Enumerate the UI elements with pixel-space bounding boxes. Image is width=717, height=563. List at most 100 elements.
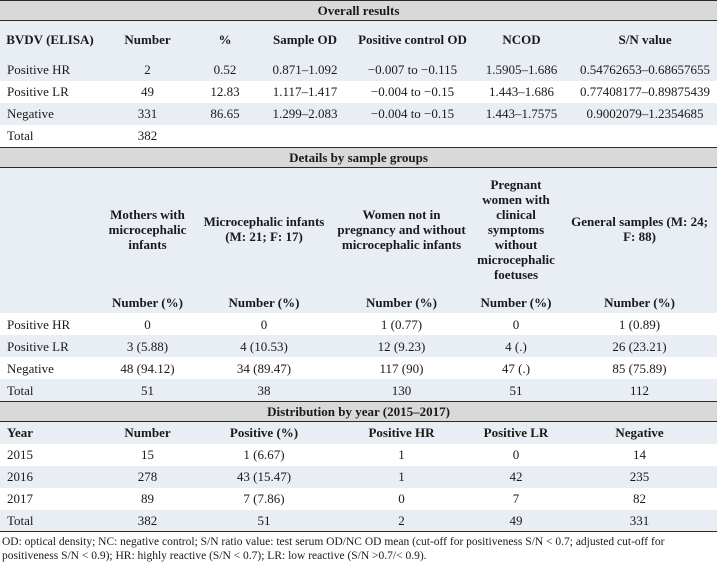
table-cell: 0 bbox=[333, 487, 470, 510]
years-header-cell: Number bbox=[100, 421, 195, 444]
table-row: 2015 15 1 (6.67) 1 0 14 bbox=[0, 443, 717, 466]
table-row: Positive HR 0 0 1 (0.77) 0 1 (0.89) bbox=[0, 313, 717, 335]
groups-subheader-cell: Number (%) bbox=[100, 291, 195, 313]
overall-header-cell: Sample OD bbox=[255, 20, 355, 59]
table-cell: 51 bbox=[470, 379, 562, 401]
table-cell: 235 bbox=[562, 465, 717, 488]
groups-subheader-row: Number (%) Number (%) Number (%) Number … bbox=[0, 291, 717, 313]
overall-header-cell: S/N value bbox=[573, 20, 717, 59]
table-cell bbox=[255, 124, 355, 147]
table-cell: 1.299–2.083 bbox=[255, 102, 355, 125]
groups-subheader-cell: Number (%) bbox=[470, 291, 562, 313]
groups-header-cell: Microcephalic infants (M: 21; F: 17) bbox=[195, 167, 333, 291]
sample-groups-table: Details by sample groups Mothers with mi… bbox=[0, 146, 717, 401]
table-row: Positive LR 49 12.83 1.117–1.417 −0.004 … bbox=[0, 80, 717, 103]
table-cell: 48 (94.12) bbox=[100, 357, 195, 379]
years-header-cell: Year bbox=[0, 421, 100, 444]
table-cell: 0 bbox=[195, 313, 333, 335]
table-row: 2016 278 43 (15.47) 1 42 235 bbox=[0, 465, 717, 488]
table-cell: 12 (9.23) bbox=[333, 335, 470, 357]
year-distribution-title: Distribution by year (2015–2017) bbox=[0, 401, 717, 422]
table-cell: −0.004 to −0.15 bbox=[355, 102, 470, 125]
row-label: Positive LR bbox=[0, 335, 100, 357]
overall-header-cell: Number bbox=[100, 20, 195, 59]
sample-groups-title: Details by sample groups bbox=[0, 146, 717, 168]
table-cell: 0.52 bbox=[195, 58, 255, 81]
table-cell: 38 bbox=[195, 379, 333, 401]
table-cell: 117 (90) bbox=[333, 357, 470, 379]
table-cell: 51 bbox=[195, 509, 333, 532]
sample-groups-section: Details by sample groups Mothers with mi… bbox=[0, 146, 717, 401]
table-cell: 42 bbox=[470, 465, 562, 488]
table-row: 2017 89 7 (7.86) 0 7 82 bbox=[0, 487, 717, 510]
years-header-cell: Positive (%) bbox=[195, 421, 333, 444]
year-distribution-section: Distribution by year (2015–2017) Year Nu… bbox=[0, 401, 717, 532]
groups-header-cell: Women not in pregnancy and without micro… bbox=[333, 167, 470, 291]
groups-header-cell: Mothers with microcephalic infants bbox=[100, 167, 195, 291]
row-label: 2017 bbox=[0, 487, 100, 510]
table-cell bbox=[355, 124, 470, 147]
table-cell: 3 (5.88) bbox=[100, 335, 195, 357]
table-cell: 0.9002079–1.2354685 bbox=[573, 102, 717, 125]
table-cell: 0.54762653–0.68657655 bbox=[573, 58, 717, 81]
table-cell: 85 (75.89) bbox=[562, 357, 717, 379]
groups-subheader-cell bbox=[0, 291, 100, 313]
table-cell: 382 bbox=[100, 124, 195, 147]
table-cell: 130 bbox=[333, 379, 470, 401]
overall-header-row: BVDV (ELISA) Number % Sample OD Positive… bbox=[0, 20, 717, 59]
row-label: Total bbox=[0, 379, 100, 401]
table-cell: 1 bbox=[333, 443, 470, 466]
row-label: Total bbox=[0, 124, 100, 147]
overall-header-cell: BVDV (ELISA) bbox=[0, 20, 100, 59]
table-cell: 43 (15.47) bbox=[195, 465, 333, 488]
table-cell: 1 bbox=[333, 465, 470, 488]
table-cell: 4 (10.53) bbox=[195, 335, 333, 357]
row-label: Negative bbox=[0, 357, 100, 379]
table-footnote: OD: optical density; NC: negative contro… bbox=[2, 536, 665, 562]
table-cell: 331 bbox=[562, 509, 717, 532]
years-header-row: Year Number Positive (%) Positive HR Pos… bbox=[0, 421, 717, 444]
groups-header-cell: General samples (M: 24; F: 88) bbox=[562, 167, 717, 291]
results-table: Overall results BVDV (ELISA) Number % Sa… bbox=[0, 0, 717, 147]
table-cell: 112 bbox=[562, 379, 717, 401]
table-cell: 0 bbox=[100, 313, 195, 335]
table-cell: 2 bbox=[100, 58, 195, 81]
overall-header-cell: Positive control OD bbox=[355, 20, 470, 59]
groups-subheader-cell: Number (%) bbox=[195, 291, 333, 313]
groups-header-row: Mothers with microcephalic infants Micro… bbox=[0, 167, 717, 291]
table-cell: 51 bbox=[100, 379, 195, 401]
table-cell: 12.83 bbox=[195, 80, 255, 103]
table-cell: 1.443–1.7575 bbox=[470, 102, 573, 125]
table-cell: 2 bbox=[333, 509, 470, 532]
table-cell: 89 bbox=[100, 487, 195, 510]
overall-results-title: Overall results bbox=[0, 0, 717, 21]
table-cell: 7 bbox=[470, 487, 562, 510]
table-cell: −0.004 to −0.15 bbox=[355, 80, 470, 103]
row-label: 2016 bbox=[0, 465, 100, 488]
table-cell: 0 bbox=[470, 443, 562, 466]
table-row: Positive LR 3 (5.88) 4 (10.53) 12 (9.23)… bbox=[0, 335, 717, 357]
table-cell: 49 bbox=[470, 509, 562, 532]
table-row: Positive HR 2 0.52 0.871–1.092 −0.007 to… bbox=[0, 58, 717, 81]
years-header-cell: Positive LR bbox=[470, 421, 562, 444]
table-cell: 0.871–1.092 bbox=[255, 58, 355, 81]
table-cell: 1.5905–1.686 bbox=[470, 58, 573, 81]
row-label: Negative bbox=[0, 102, 100, 125]
table-cell bbox=[195, 124, 255, 147]
table-row: Total 51 38 130 51 112 bbox=[0, 379, 717, 401]
overall-header-cell: NCOD bbox=[470, 20, 573, 59]
table-cell: 278 bbox=[100, 465, 195, 488]
table-cell: 331 bbox=[100, 102, 195, 125]
table-row: Total 382 bbox=[0, 124, 717, 147]
row-label: Positive LR bbox=[0, 80, 100, 103]
overall-results-section: Overall results BVDV (ELISA) Number % Sa… bbox=[0, 0, 717, 147]
years-header-cell: Positive HR bbox=[333, 421, 470, 444]
table-row: Total 382 51 2 49 331 bbox=[0, 509, 717, 532]
table-cell: 1.443–1.686 bbox=[470, 80, 573, 103]
table-cell bbox=[470, 124, 573, 147]
row-label: 2015 bbox=[0, 443, 100, 466]
table-cell: 382 bbox=[100, 509, 195, 532]
row-label: Positive HR bbox=[0, 58, 100, 81]
overall-header-cell: % bbox=[195, 20, 255, 59]
table-cell: 0 bbox=[470, 313, 562, 335]
